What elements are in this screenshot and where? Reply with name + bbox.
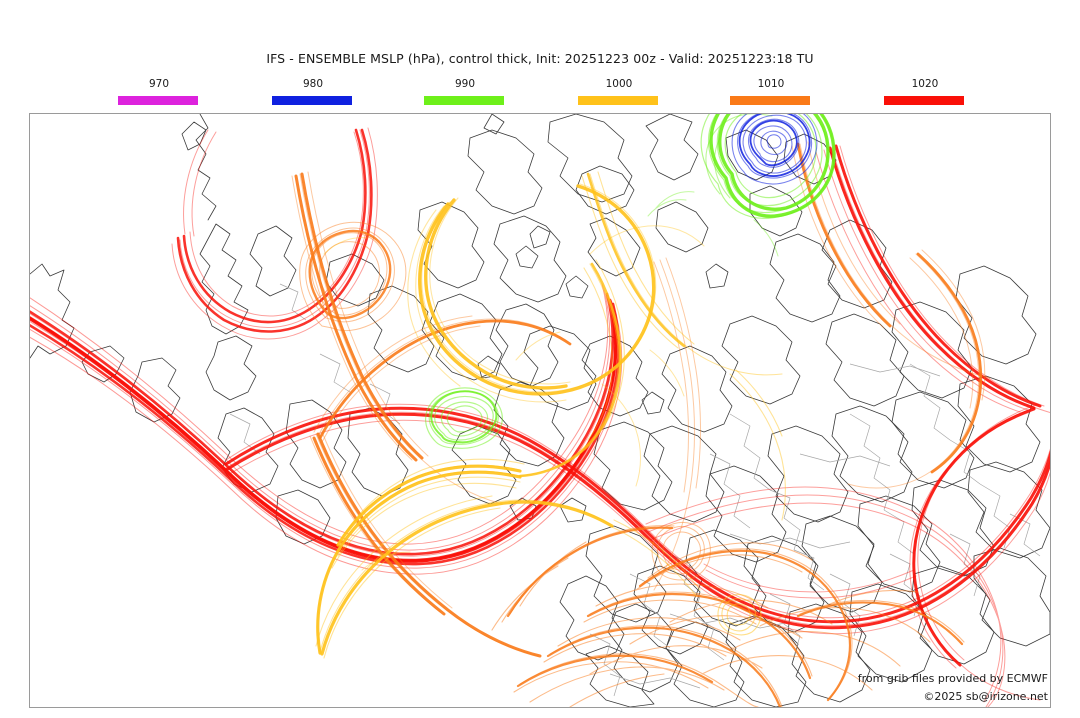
legend-item-990: 990: [424, 78, 506, 108]
contour-group-1000: [315, 171, 786, 659]
legend-swatch-1020: [884, 96, 964, 105]
legend: 970 980 990 1000 1010 1020: [0, 78, 1080, 108]
legend-item-1000: 1000: [578, 78, 660, 108]
contour-group-1020: [30, 127, 1050, 707]
legend-swatch-1010: [730, 96, 810, 105]
legend-label: 970: [148, 78, 170, 90]
map-plot-area: [29, 113, 1051, 708]
legend-swatch-970: [118, 96, 198, 105]
legend-label: 1010: [757, 78, 785, 90]
legend-item-1010: 1010: [730, 78, 812, 108]
legend-swatch-990: [424, 96, 504, 105]
contour-group-980: [731, 114, 818, 185]
legend-label: 990: [454, 78, 476, 90]
credit-copyright: ©2025 sb@irizone.net: [923, 690, 1048, 703]
legend-label: 1020: [911, 78, 939, 90]
legend-swatch-1000: [578, 96, 658, 105]
credit-source: from grib files provided by ECMWF: [857, 672, 1048, 685]
country-border-layer: [229, 283, 1041, 697]
legend-swatch-980: [272, 96, 352, 105]
contour-group-1010: [291, 141, 991, 707]
legend-label: 1000: [605, 78, 633, 90]
legend-label: 980: [302, 78, 324, 90]
legend-item-980: 980: [272, 78, 354, 108]
contour-map: [30, 114, 1050, 707]
contour-group-990: [425, 114, 836, 449]
page-title: IFS - ENSEMBLE MSLP (hPa), control thick…: [266, 51, 814, 66]
legend-item-1020: 1020: [884, 78, 966, 108]
legend-item-970: 970: [118, 78, 200, 108]
